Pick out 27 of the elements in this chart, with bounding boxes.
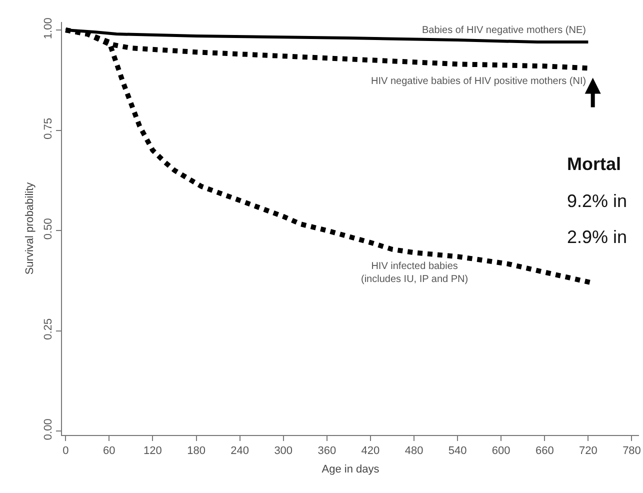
x-tick-label: 720	[579, 445, 598, 458]
x-tick-label: 180	[187, 445, 206, 458]
y-tick-label: 0.50	[42, 218, 55, 240]
x-tick-label: 540	[448, 445, 467, 458]
annotation: 9.2% in	[567, 191, 628, 211]
y-tick-label: 0.25	[42, 318, 55, 340]
x-tick-label: 480	[404, 445, 424, 458]
x-axis-title: Age in days	[322, 463, 380, 476]
annotation: 2.9% in	[567, 227, 628, 247]
x-tick-label: 420	[361, 445, 380, 458]
x-tick-label: 60	[103, 445, 116, 458]
y-tick-label: 0.00	[42, 418, 55, 440]
x-tick-label: 240	[230, 445, 249, 458]
x-tick-label: 660	[535, 445, 554, 458]
annotation: Mortal	[567, 154, 621, 174]
x-tick-label: 780	[622, 445, 641, 458]
x-tick-label: 120	[144, 445, 162, 458]
x-tick-label: 0	[62, 445, 69, 458]
series-label: Babies of HIV negative mothers (NE)	[422, 25, 586, 36]
legend-label: HIV negative babies of HIV positive mothers (NI)	[371, 76, 586, 87]
series-label: HIV infected babies (includes IU, IP and PN)	[361, 261, 468, 285]
y-axis-title: Survival probability	[24, 182, 36, 275]
x-tick-label: 600	[492, 445, 510, 458]
x-tick-label: 300	[274, 445, 293, 458]
y-tick-label: 1.00	[42, 18, 55, 40]
x-tick-label: 360	[318, 445, 336, 458]
y-tick-label: 0.75	[42, 118, 55, 140]
